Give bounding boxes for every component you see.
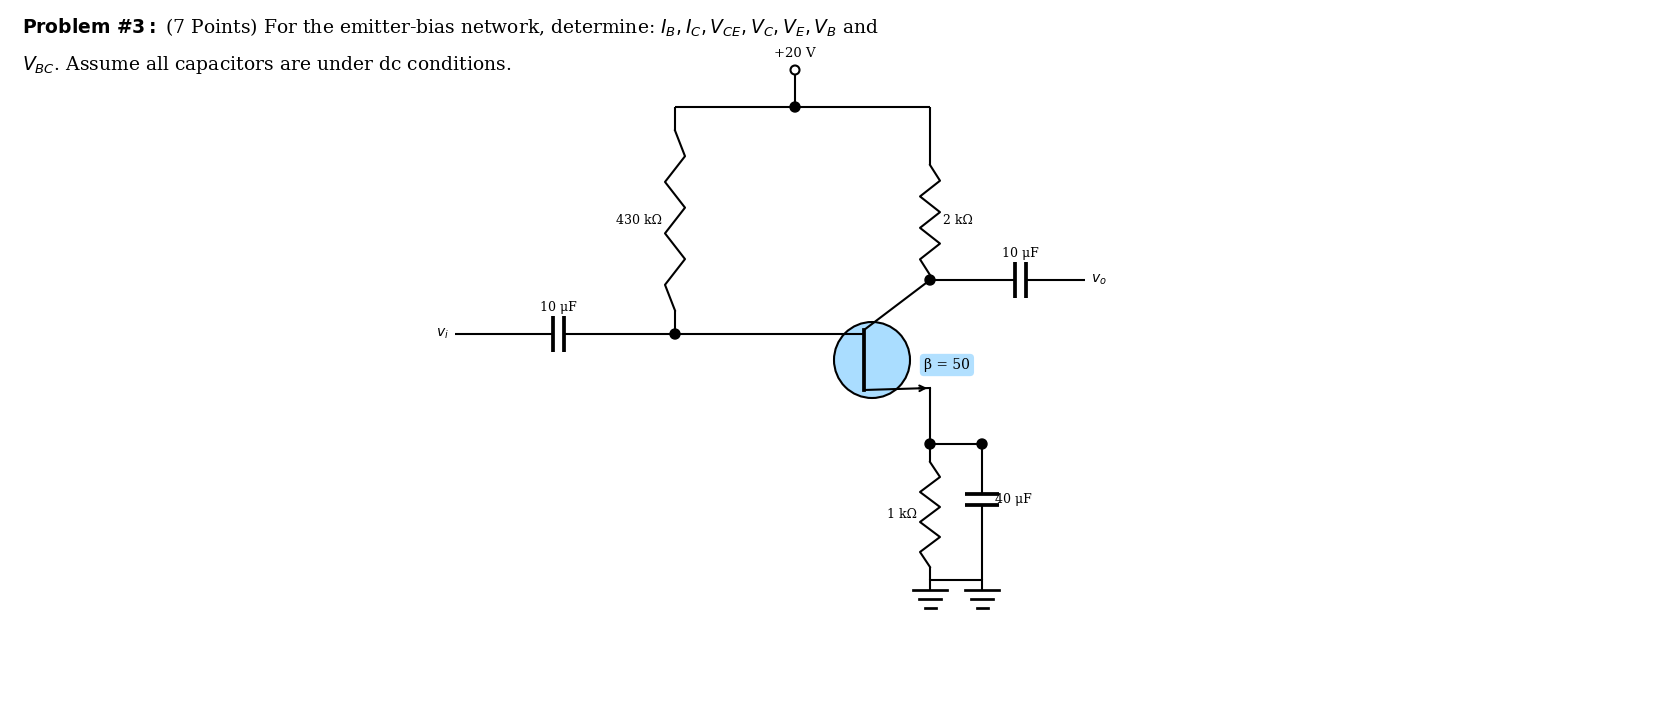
- Text: $\mathbf{Problem\ \#3:}$ (7 Points) For the emitter-bias network, determine: $I_: $\mathbf{Problem\ \#3:}$ (7 Points) For …: [22, 17, 878, 39]
- Circle shape: [835, 322, 910, 398]
- Circle shape: [977, 439, 987, 449]
- Text: 1 kΩ: 1 kΩ: [887, 508, 917, 521]
- Text: 10 μF: 10 μF: [1002, 247, 1039, 260]
- Text: +20 V: +20 V: [774, 47, 816, 60]
- Text: 430 kΩ: 430 kΩ: [617, 214, 662, 227]
- Circle shape: [791, 66, 799, 75]
- Text: $v_o$: $v_o$: [1091, 273, 1106, 287]
- Text: $v_i$: $v_i$: [436, 327, 449, 341]
- Circle shape: [670, 329, 680, 339]
- Circle shape: [925, 439, 935, 449]
- Text: $V_{BC}$. Assume all capacitors are under dc conditions.: $V_{BC}$. Assume all capacitors are unde…: [22, 54, 511, 76]
- Text: 40 μF: 40 μF: [996, 493, 1032, 506]
- Circle shape: [789, 102, 799, 112]
- Text: β = 50: β = 50: [923, 358, 970, 372]
- Circle shape: [925, 275, 935, 285]
- Text: 2 kΩ: 2 kΩ: [944, 214, 972, 226]
- Text: 10 μF: 10 μF: [540, 301, 577, 314]
